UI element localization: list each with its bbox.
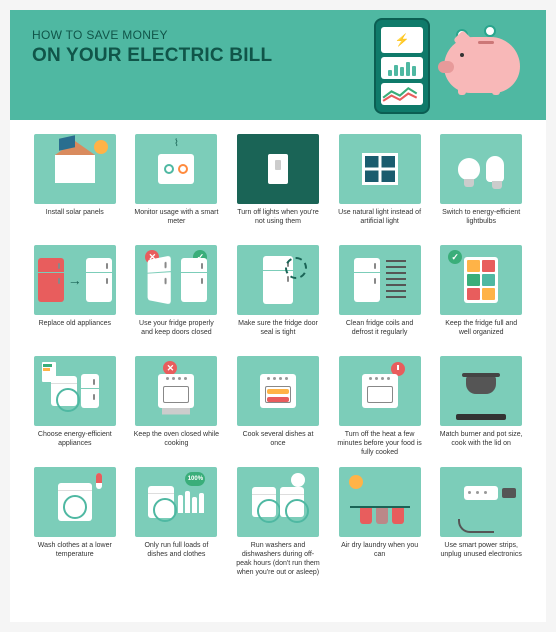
phone-bars-icon [381, 57, 423, 79]
fridge-seal-icon [237, 245, 319, 315]
tip-caption: Use your fridge properly and keep doors … [132, 320, 222, 346]
tip-efficient-bulbs: Switch to energy-efficient lightbulbs [436, 134, 526, 235]
infographic-canvas: HOW TO SAVE MONEY ON YOUR ELECTRIC BILL … [10, 10, 546, 622]
tip-fridge-full: ✓ Keep the fridge full and well organize… [436, 245, 526, 346]
tip-caption: Cook several dishes at once [233, 431, 323, 457]
phone-gauge-icon: ⚡ [381, 27, 423, 53]
tip-caption: Monitor usage with a smart meter [132, 209, 222, 235]
tip-smart-meter: ⌇ Monitor usage with a smart meter [132, 134, 222, 235]
full-loads-icon: 100% [135, 467, 217, 537]
phone-icon: ⚡ [374, 18, 430, 114]
hero-illustration: ⚡ [298, 16, 528, 116]
header: HOW TO SAVE MONEY ON YOUR ELECTRIC BILL … [10, 10, 546, 120]
tip-caption: Clean fridge coils and defrost it regula… [335, 320, 425, 346]
tip-full-loads: 100% Only run full loads of dishes and c… [132, 467, 222, 577]
light-switch-icon [237, 134, 319, 204]
tip-caption: Install solar panels [44, 209, 106, 235]
tip-power-strips: Use smart power strips, unplug unused el… [436, 467, 526, 577]
tip-wash-cold: Wash clothes at a lower temperature [30, 467, 120, 577]
tip-caption: Run washers and dishwashers during off-p… [233, 542, 323, 577]
replace-fridge-icon: → [34, 245, 116, 315]
tip-caption: Match burner and pot size, cook with the… [436, 431, 526, 457]
tip-caption: Choose energy-efficient appliances [30, 431, 120, 457]
tip-natural-light: Use natural light instead of artificial … [335, 134, 425, 235]
wash-cold-icon [34, 467, 116, 537]
tip-heat-off-early: Turn off the heat a few minutes before y… [335, 356, 425, 457]
tip-lights-off: Turn off lights when you're not using th… [233, 134, 323, 235]
fridge-coils-icon [339, 245, 421, 315]
tip-air-dry: Air dry laundry when you can [335, 467, 425, 577]
heat-off-icon [339, 356, 421, 426]
tip-caption: Use smart power strips, unplug unused el… [436, 542, 526, 568]
fridge-doors-icon: ✕ ✓ [135, 245, 217, 315]
lightbulb-icon [440, 134, 522, 204]
pot-burner-icon [440, 356, 522, 426]
tip-fridge-seal: Make sure the fridge door seal is tight [233, 245, 323, 346]
window-icon [339, 134, 421, 204]
power-strip-icon [440, 467, 522, 537]
tip-caption: Use natural light instead of artificial … [335, 209, 425, 235]
tips-grid: Install solar panels ⌇ Monitor usage wit… [10, 120, 546, 595]
tip-caption: Make sure the fridge door seal is tight [233, 320, 323, 346]
tip-caption: Switch to energy-efficient lightbulbs [436, 209, 526, 235]
oven-closed-icon: ✕ [135, 356, 217, 426]
phone-line-icon [381, 83, 423, 105]
tip-replace-appliances: → Replace old appliances [30, 245, 120, 346]
tip-efficient-appliances: Choose energy-efficient appliances [30, 356, 120, 457]
tip-caption: Keep the oven closed while cooking [132, 431, 222, 457]
tip-caption: Replace old appliances [37, 320, 113, 346]
piggy-bank-icon [442, 31, 528, 101]
tip-caption: Keep the fridge full and well organized [436, 320, 526, 346]
tip-caption: Only run full loads of dishes and clothe… [132, 542, 222, 568]
tip-match-burner: Match burner and pot size, cook with the… [436, 356, 526, 457]
tip-caption: Turn off lights when you're not using th… [233, 209, 323, 235]
air-dry-icon [339, 467, 421, 537]
tip-solar-panels: Install solar panels [30, 134, 120, 235]
cook-several-icon [237, 356, 319, 426]
tip-oven-closed: ✕ Keep the oven closed while cooking [132, 356, 222, 457]
tip-fridge-defrost: Clean fridge coils and defrost it regula… [335, 245, 425, 346]
off-peak-icon [237, 467, 319, 537]
tip-caption: Air dry laundry when you can [335, 542, 425, 568]
tip-off-peak: Run washers and dishwashers during off-p… [233, 467, 323, 577]
tip-caption: Turn off the heat a few minutes before y… [335, 431, 425, 457]
efficient-appliances-icon [34, 356, 116, 426]
tip-cook-several: Cook several dishes at once [233, 356, 323, 457]
tip-caption: Wash clothes at a lower temperature [30, 542, 120, 568]
tip-fridge-doors: ✕ ✓ Use your fridge properly and keep do… [132, 245, 222, 346]
solar-panels-icon [34, 134, 116, 204]
smart-meter-icon: ⌇ [135, 134, 217, 204]
fridge-full-icon: ✓ [440, 245, 522, 315]
